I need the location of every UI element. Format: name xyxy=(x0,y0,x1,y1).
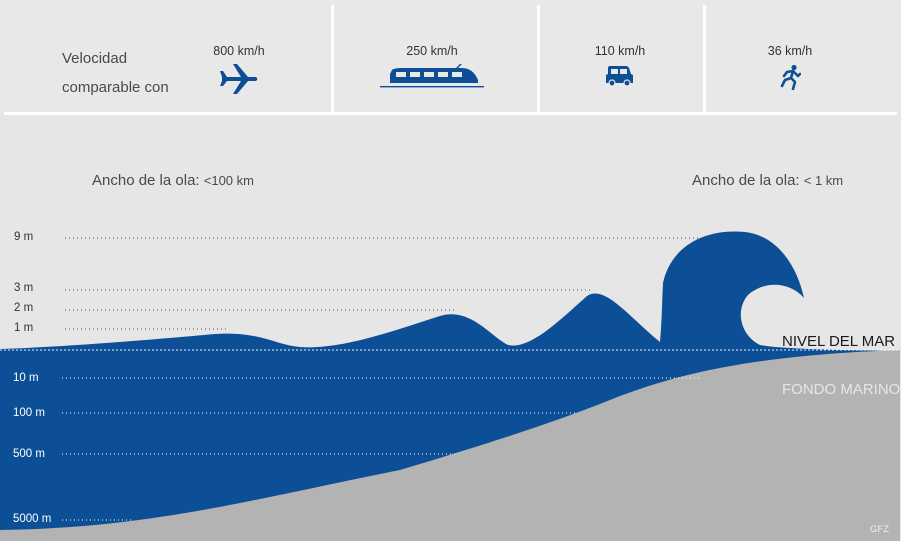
header-divider xyxy=(4,112,897,115)
train-icon xyxy=(380,64,484,88)
height-label: 3 m xyxy=(14,282,33,294)
speed-title-line1: Velocidad xyxy=(62,50,128,67)
speed-item-airplane: 800 km/h xyxy=(199,44,279,96)
wave-width-right: Ancho de la ola: < 1 km xyxy=(692,172,843,189)
speed-value: 800 km/h xyxy=(213,44,265,58)
speed-title: Velocidad comparable con xyxy=(62,44,169,102)
depth-label: 500 m xyxy=(13,448,45,460)
wave-width-label: Ancho de la ola: xyxy=(92,172,200,189)
height-label: 2 m xyxy=(14,302,33,314)
column-divider xyxy=(537,5,540,112)
wave-width-value: <100 km xyxy=(203,173,254,188)
car-icon xyxy=(606,66,633,87)
speed-item-car: 110 km/h xyxy=(580,44,660,88)
speed-value: 250 km/h xyxy=(406,44,458,58)
wave-width-left: Ancho de la ola: <100 km xyxy=(92,172,254,189)
depth-label: 5000 m xyxy=(13,513,51,525)
runner-icon xyxy=(780,64,801,90)
speed-value: 36 km/h xyxy=(767,44,813,58)
column-divider xyxy=(331,5,334,112)
wave-width-label: Ancho de la ola: xyxy=(692,172,800,189)
speed-comparison-bar: Velocidad comparable con 800 km/h 250 km… xyxy=(0,0,901,115)
speed-value: 110 km/h xyxy=(594,44,646,58)
sea-level-label: NIVEL DEL MAR xyxy=(782,333,895,350)
height-label: 9 m xyxy=(14,231,33,243)
seabed-label: FONDO MARINO xyxy=(782,381,900,398)
depth-label: 10 m xyxy=(13,372,39,384)
seabed xyxy=(0,350,900,541)
speed-title-line2: comparable con xyxy=(62,79,169,96)
height-label: 1 m xyxy=(14,322,33,334)
depth-label: 100 m xyxy=(13,407,45,419)
speed-item-train: 250 km/h xyxy=(376,44,488,90)
airplane-icon xyxy=(220,64,258,94)
speed-item-runner: 36 km/h xyxy=(752,44,828,90)
credit-label: GFZ xyxy=(870,524,889,535)
wave-width-value: < 1 km xyxy=(803,173,844,188)
column-divider xyxy=(703,5,706,112)
